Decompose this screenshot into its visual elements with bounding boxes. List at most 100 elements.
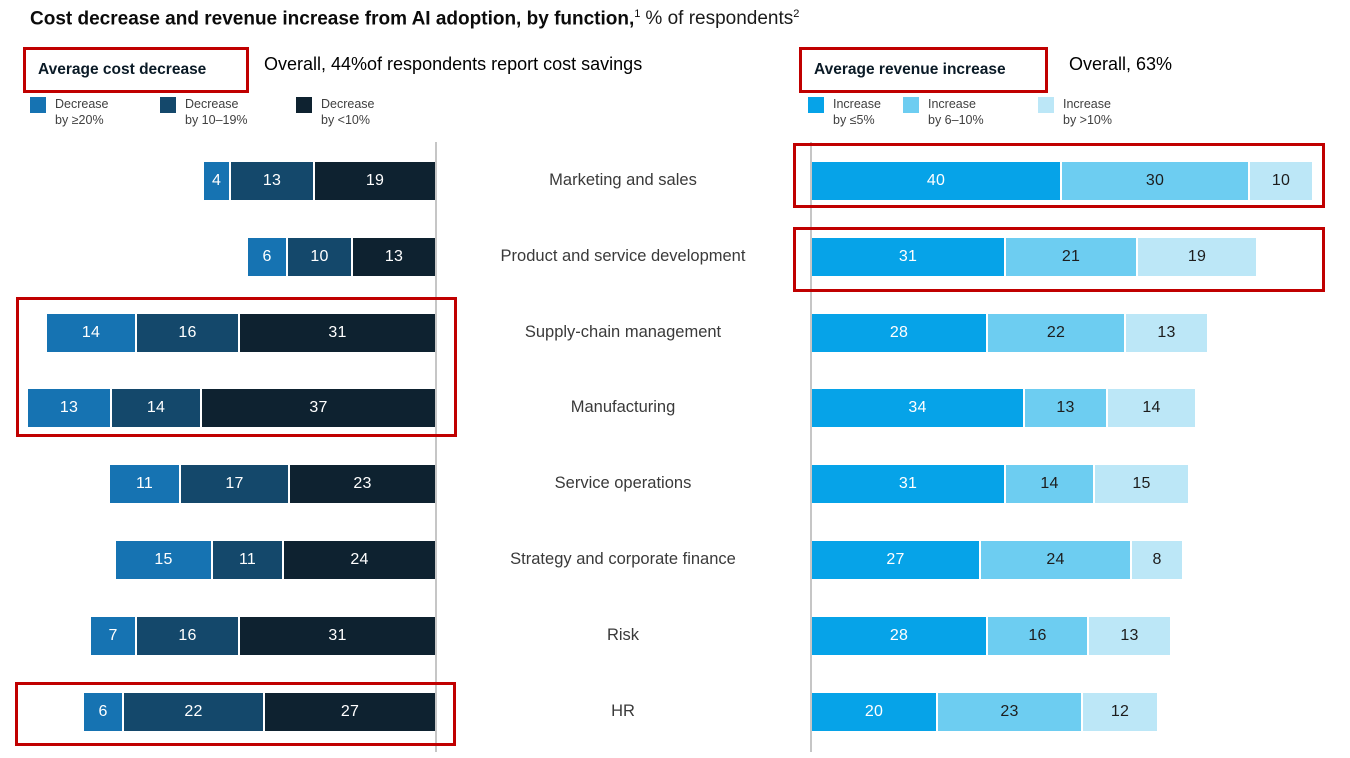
category-label: Manufacturing [570,398,676,416]
bar-segment: 14 [47,314,135,352]
revenue-bar-row-3: 34 13 14 [812,389,1195,427]
bar-segment: 13 [353,238,435,276]
bar-segment: 31 [240,617,435,655]
bar-segment: 19 [315,162,435,200]
bar-segment: 40 [812,162,1060,200]
legend-label: by ≤5% [833,113,875,127]
bar-segment: 10 [288,238,351,276]
bar-segment: 31 [812,238,1004,276]
average-cost-decrease-label-text: Average cost decrease [38,61,207,78]
revenue-bar-row-7: 20 23 12 [812,693,1157,731]
bar-segment: 31 [812,465,1004,503]
bar-segment: 30 [1062,162,1248,200]
right-chart-axis-line [810,142,812,752]
bar-segment: 23 [938,693,1081,731]
revenue-bar-row-6: 28 16 13 [812,617,1170,655]
legend-item-increase-le5: Increase by ≤5% [808,96,881,128]
legend-swatch-decrease-10-19 [160,97,176,113]
cost-bar-row-3: 13 14 37 [28,389,435,427]
bar-segment: 8 [1132,541,1182,579]
cost-bar-row-0: 4 13 19 [204,162,435,200]
average-cost-decrease-label: Average cost decrease [23,47,249,93]
average-revenue-increase-label-text: Average revenue increase [814,61,1006,78]
bar-segment: 22 [124,693,263,731]
legend-label: Decrease [185,97,239,111]
cost-bar-row-2: 14 16 31 [47,314,435,352]
title-footnote-2: 2 [793,8,800,20]
legend-swatch-decrease-ge20 [30,97,46,113]
bar-segment: 14 [112,389,200,427]
bar-segment: 31 [240,314,435,352]
category-label: Supply-chain management [524,323,722,341]
revenue-bar-row-1: 31 21 19 [812,238,1256,276]
bar-segment: 24 [981,541,1130,579]
bar-segment: 14 [1006,465,1093,503]
bar-segment: 7 [91,617,135,655]
bar-segment: 22 [988,314,1124,352]
cost-bar-row-7: 6 22 27 [84,693,435,731]
legend-item-increase-gt10: Increase by >10% [1038,96,1112,128]
bar-segment: 28 [812,314,986,352]
bar-segment: 16 [137,617,238,655]
legend-label: Increase [1063,97,1111,111]
bar-segment: 13 [1025,389,1106,427]
bar-segment: 27 [812,541,979,579]
legend-item-decrease-ge20: Decrease by ≥20% [30,96,109,128]
page-title: Cost decrease and revenue increase from … [30,8,799,30]
legend-swatch-increase-le5 [808,97,824,113]
revenue-bar-row-5: 27 24 8 [812,541,1182,579]
category-label: Service operations [554,474,692,492]
cost-bar-row-4: 11 17 23 [110,465,435,503]
bar-segment: 27 [265,693,435,731]
average-revenue-increase-label: Average revenue increase [799,47,1048,93]
category-label: Product and service development [500,247,746,265]
category-label: Strategy and corporate finance [510,550,736,568]
legend-label: by 10–19% [185,113,248,127]
legend-item-increase-6-10: Increase by 6–10% [903,96,984,128]
bar-segment: 28 [812,617,986,655]
legend-label: Decrease [55,97,109,111]
bar-segment: 11 [213,541,282,579]
bar-segment: 21 [1006,238,1136,276]
bar-segment: 13 [28,389,110,427]
bar-segment: 16 [137,314,238,352]
bar-segment: 37 [202,389,435,427]
left-chart-axis-line [435,142,437,752]
legend-swatch-increase-6-10 [903,97,919,113]
legend-label: Increase [833,97,881,111]
bar-segment: 23 [290,465,435,503]
cost-bar-row-5: 15 11 24 [116,541,435,579]
legend-label: by >10% [1063,113,1112,127]
bar-segment: 11 [110,465,179,503]
bar-segment: 12 [1083,693,1157,731]
legend-label: by <10% [321,113,370,127]
bar-segment: 16 [988,617,1087,655]
bar-segment: 13 [1089,617,1170,655]
legend-swatch-increase-gt10 [1038,97,1054,113]
legend-label: by ≥20% [55,113,104,127]
bar-segment: 14 [1108,389,1195,427]
revenue-bar-row-0: 40 30 10 [812,162,1312,200]
bar-segment: 24 [284,541,435,579]
bar-segment: 13 [1126,314,1207,352]
title-footnote-1: 1 [634,8,641,20]
legend-label: Increase [928,97,976,111]
revenue-overall-note: Overall, 63% [1069,54,1173,74]
legend-item-decrease-lt10: Decrease by <10% [296,96,375,128]
bar-segment: 4 [204,162,229,200]
bar-segment: 17 [181,465,288,503]
revenue-bar-row-4: 31 14 15 [812,465,1188,503]
bar-segment: 34 [812,389,1023,427]
cost-bar-row-1: 6 10 13 [248,238,435,276]
bar-segment: 13 [231,162,313,200]
bar-segment: 19 [1138,238,1256,276]
category-label: Marketing and sales [549,171,697,189]
legend-label: by 6–10% [928,113,984,127]
bar-segment: 6 [248,238,286,276]
title-suffix: % of respondents [645,8,794,30]
category-label: Risk [606,626,640,644]
legend-swatch-decrease-lt10 [296,97,312,113]
category-label: HR [611,702,635,720]
bar-segment: 10 [1250,162,1312,200]
